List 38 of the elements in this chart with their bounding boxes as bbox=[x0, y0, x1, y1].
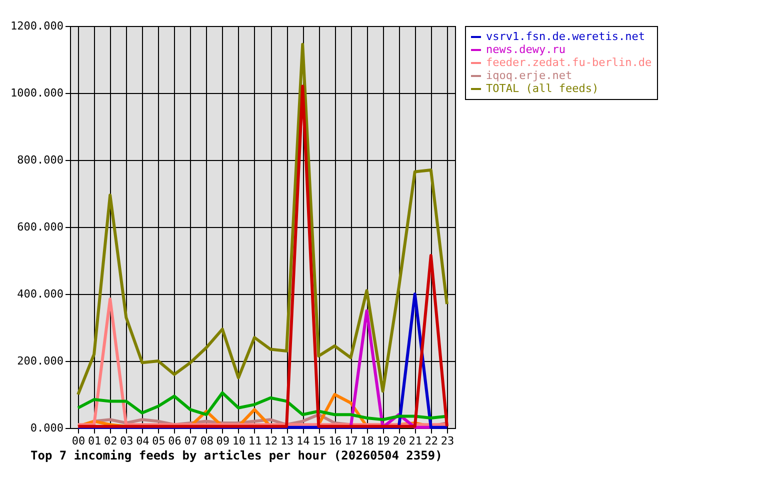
x-tick-label: 21 bbox=[408, 434, 422, 448]
x-tick-label: 19 bbox=[376, 434, 390, 448]
x-tick-label: 22 bbox=[424, 434, 438, 448]
legend-label: vsrv1.fsn.de.weretis.net bbox=[486, 30, 645, 43]
x-tick-label: 17 bbox=[344, 434, 358, 448]
x-tick-label: 16 bbox=[328, 434, 342, 448]
x-tick-label: 04 bbox=[136, 434, 150, 448]
y-tick-label: 1200.000 bbox=[10, 20, 64, 32]
y-tick-label: 400.000 bbox=[17, 288, 64, 300]
x-tick-label: 20 bbox=[392, 434, 406, 448]
line-series bbox=[76, 42, 448, 396]
x-tick-label: 15 bbox=[312, 434, 326, 448]
x-tick-label: 07 bbox=[184, 434, 198, 448]
x-tick-label: 18 bbox=[360, 434, 374, 448]
x-tick-label: 05 bbox=[152, 434, 166, 448]
legend-label: feeder.zedat.fu-berlin.de bbox=[486, 56, 652, 69]
y-tick-label: 0.000 bbox=[30, 422, 64, 434]
x-tick-label: 11 bbox=[248, 434, 262, 448]
x-tick-label: 13 bbox=[280, 434, 294, 448]
x-tick-label: 02 bbox=[104, 434, 118, 448]
legend-label: news.dewy.ru bbox=[486, 43, 566, 56]
x-tick-label: 03 bbox=[120, 434, 134, 448]
x-tick-label: 00 bbox=[72, 434, 86, 448]
x-tick-label: 09 bbox=[216, 434, 230, 448]
legend-label: TOTAL (all feeds) bbox=[486, 82, 599, 95]
legend-label: iqoq.erje.net bbox=[486, 69, 572, 82]
x-tick-label: 01 bbox=[88, 434, 102, 448]
y-tick-label: 600.000 bbox=[17, 220, 64, 234]
x-tick-label: 06 bbox=[168, 434, 182, 448]
y-tick-label: 200.000 bbox=[17, 354, 64, 368]
x-axis-title: Top 7 incoming feeds by articles per hour (20260504 2359) bbox=[30, 448, 442, 462]
x-tick-label: 10 bbox=[232, 434, 246, 448]
x-tick-label: 12 bbox=[264, 434, 278, 448]
y-tick-label: 800.000 bbox=[17, 154, 64, 166]
x-tick-label: 23 bbox=[440, 434, 454, 448]
y-tick-label: 1000.000 bbox=[10, 86, 64, 100]
x-tick-label: 14 bbox=[296, 434, 310, 448]
x-tick-label: 08 bbox=[200, 434, 214, 448]
